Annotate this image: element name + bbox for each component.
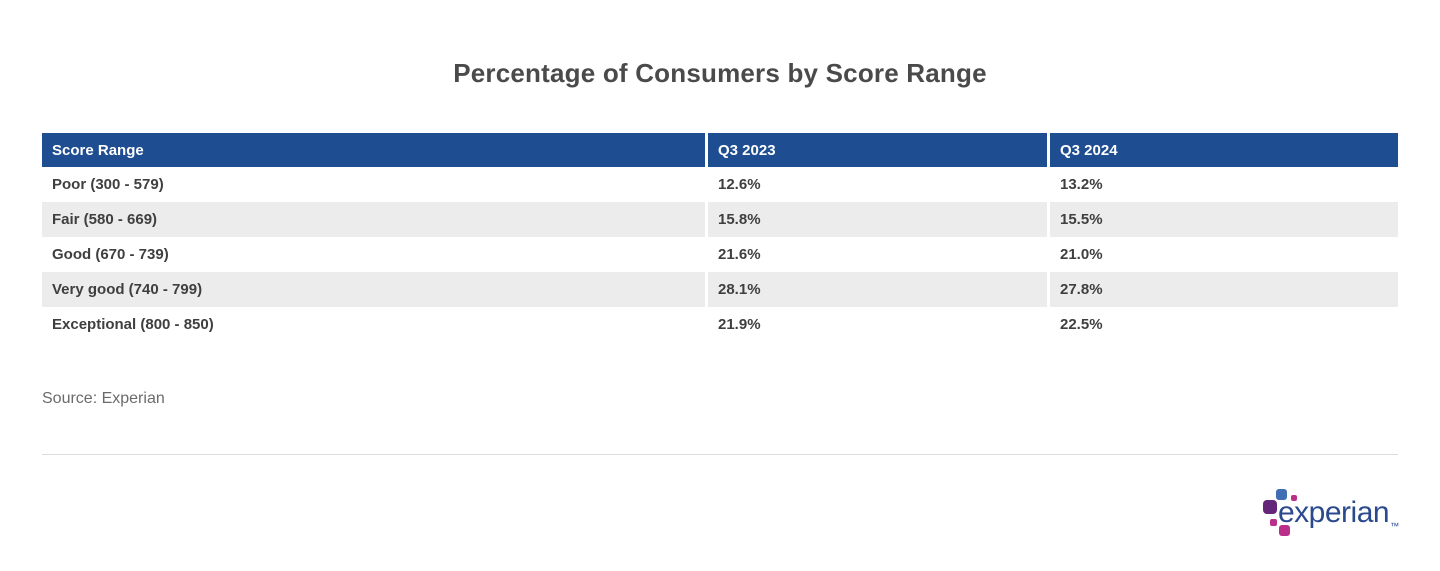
logo-magenta-square-icon: [1279, 525, 1290, 536]
row-label-cell: Very good (740 - 799): [42, 272, 705, 307]
value-cell: 21.9%: [705, 307, 1047, 342]
logo-magenta-dot-icon: [1291, 495, 1297, 501]
trademark-symbol: ™: [1390, 521, 1399, 531]
column-header-q3-2023: Q3 2023: [705, 133, 1047, 167]
score-range-table: Score Range Q3 2023 Q3 2024 Poor (300 - …: [42, 133, 1398, 342]
value-cell: 15.8%: [705, 202, 1047, 237]
table-row-fair: Fair (580 - 669) 15.8% 15.5%: [42, 202, 1398, 237]
table-row-very-good: Very good (740 - 799) 28.1% 27.8%: [42, 272, 1398, 307]
value-cell: 12.6%: [705, 167, 1047, 202]
column-header-score-range: Score Range: [42, 133, 705, 167]
experian-logo: experian™: [1263, 486, 1403, 540]
row-label-cell: Fair (580 - 669): [42, 202, 705, 237]
table-row-poor: Poor (300 - 579) 12.6% 13.2%: [42, 167, 1398, 202]
logo-blue-square-icon: [1276, 489, 1287, 500]
value-cell: 28.1%: [705, 272, 1047, 307]
row-label-cell: Exceptional (800 - 850): [42, 307, 705, 342]
logo-wordmark-text: experian: [1278, 496, 1390, 529]
column-header-q3-2024: Q3 2024: [1047, 133, 1398, 167]
table-header-row: Score Range Q3 2023 Q3 2024: [42, 133, 1398, 167]
value-cell: 13.2%: [1047, 167, 1398, 202]
value-cell: 22.5%: [1047, 307, 1398, 342]
row-label-cell: Good (670 - 739): [42, 237, 705, 272]
chart-title: Percentage of Consumers by Score Range: [453, 58, 987, 88]
value-cell: 21.6%: [705, 237, 1047, 272]
value-cell: 21.0%: [1047, 237, 1398, 272]
logo-magenta-dot-icon: [1270, 519, 1277, 526]
source-attribution: Source: Experian: [42, 390, 165, 407]
value-cell: 15.5%: [1047, 202, 1398, 237]
table-row-exceptional: Exceptional (800 - 850) 21.9% 22.5%: [42, 307, 1398, 342]
value-cell: 27.8%: [1047, 272, 1398, 307]
logo-purple-square-icon: [1263, 500, 1277, 514]
row-label-cell: Poor (300 - 579): [42, 167, 705, 202]
horizontal-divider: [42, 454, 1398, 455]
logo-wordmark: experian™: [1278, 496, 1399, 531]
table-row-good: Good (670 - 739) 21.6% 21.0%: [42, 237, 1398, 272]
